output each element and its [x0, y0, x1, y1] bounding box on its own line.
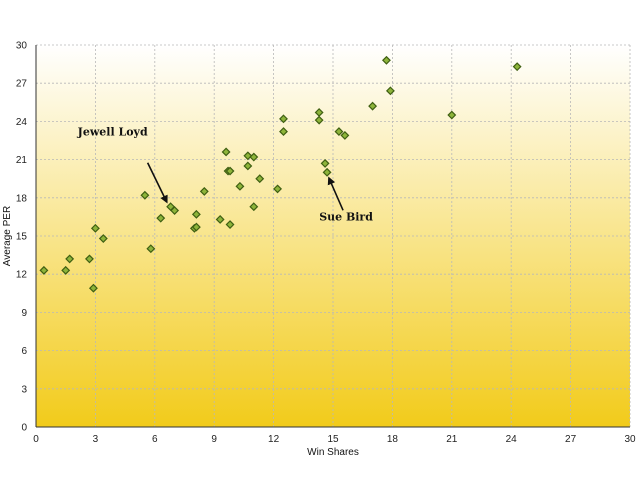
- y-tick-label: 18: [16, 193, 28, 204]
- data-point: [249, 202, 259, 212]
- y-tick-label: 27: [16, 79, 28, 90]
- x-tick-labels: 0 3 6 9 12 15 18 21 24 27 30: [33, 434, 636, 445]
- y-tick-label: 12: [16, 270, 28, 281]
- data-point: [191, 222, 201, 232]
- axes: [35, 45, 630, 428]
- y-tick-label: 6: [21, 346, 27, 357]
- x-tick-label: 24: [506, 434, 518, 445]
- data-point: [39, 265, 49, 275]
- annotation-arrow: [146, 162, 168, 204]
- x-tick-label: 3: [93, 434, 99, 445]
- x-tick-label: 15: [327, 434, 339, 445]
- data-point: [65, 254, 75, 264]
- data-point: [273, 184, 283, 194]
- x-tick-label: 0: [33, 434, 39, 445]
- x-tick-label: 6: [152, 434, 158, 445]
- data-point: [512, 62, 522, 72]
- data-point: [235, 181, 245, 191]
- annotations: Jewell Loyd Sue Bird: [77, 126, 374, 224]
- y-tick-label: 30: [16, 41, 28, 52]
- data-points: [39, 55, 522, 293]
- data-point: [320, 158, 330, 168]
- data-point: [334, 127, 344, 137]
- data-point: [170, 206, 180, 215]
- data-point: [221, 147, 231, 157]
- data-point: [98, 234, 108, 243]
- data-point: [279, 114, 288, 124]
- data-point: [225, 166, 235, 176]
- y-tick-labels: 0 3 6 9 12 15 18 21 24 27 30: [16, 41, 28, 434]
- data-point: [249, 152, 259, 162]
- x-tick-label: 18: [387, 434, 399, 445]
- data-point: [146, 244, 156, 254]
- x-axis-label: Win Shares: [307, 447, 359, 458]
- x-tick-label: 12: [268, 434, 280, 445]
- x-tick-label: 30: [624, 434, 636, 445]
- y-axis-label: Average PER: [2, 206, 13, 266]
- data-point: [140, 190, 150, 200]
- data-point: [85, 254, 94, 264]
- x-tick-label: 27: [565, 434, 577, 445]
- data-point: [191, 209, 201, 219]
- x-tick-label: 21: [446, 434, 458, 445]
- data-point: [447, 110, 457, 120]
- data-point: [255, 174, 265, 184]
- data-point: [243, 151, 253, 161]
- annotation-label: Sue Bird: [319, 210, 373, 223]
- data-point: [225, 220, 235, 229]
- y-tick-label: 21: [16, 155, 28, 166]
- data-point: [215, 214, 225, 224]
- data-point: [90, 223, 100, 233]
- data-point: [385, 86, 395, 96]
- data-point: [279, 127, 288, 137]
- data-point: [88, 283, 98, 293]
- data-point: [340, 130, 350, 140]
- y-tick-label: 15: [16, 232, 28, 243]
- x-tick-label: 9: [211, 434, 217, 445]
- data-point: [322, 167, 332, 177]
- data-point: [382, 55, 391, 65]
- data-point: [368, 101, 378, 111]
- data-point: [156, 213, 166, 223]
- data-point: [243, 161, 253, 171]
- grid-lines: [36, 44, 631, 427]
- y-tick-label: 0: [21, 423, 27, 434]
- y-tick-label: 3: [21, 384, 27, 395]
- y-tick-label: 24: [16, 117, 28, 128]
- data-point: [61, 265, 71, 275]
- annotation-label: Jewell Loyd: [77, 126, 148, 139]
- y-tick-label: 9: [21, 308, 27, 319]
- data-point: [199, 186, 209, 196]
- annotation-arrow: [327, 176, 344, 211]
- data-point: [314, 115, 324, 125]
